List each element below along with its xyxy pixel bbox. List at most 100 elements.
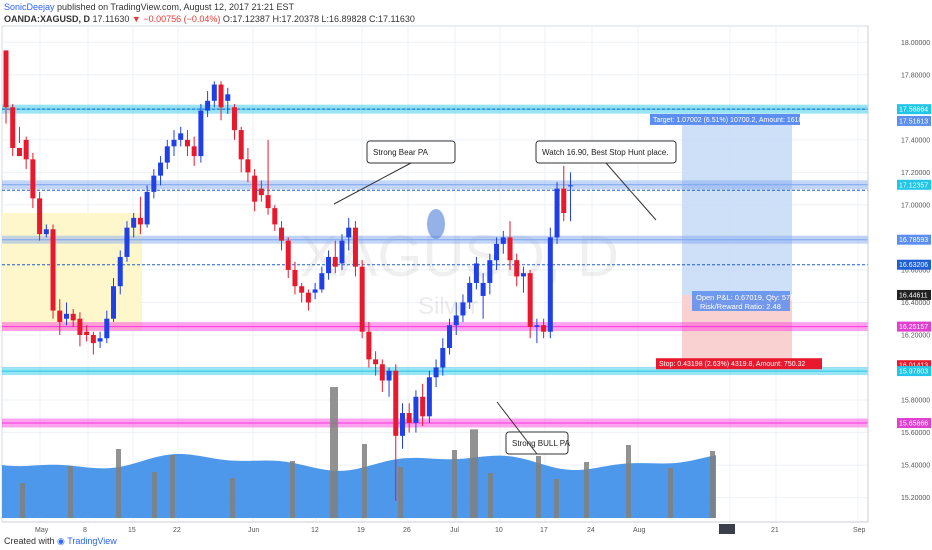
candle-up [339,240,345,264]
candle-up [144,191,150,225]
publisher-link[interactable]: SonicDeejay [4,2,55,12]
candle-down [252,175,258,202]
tradingview-brand[interactable]: TradingView [67,536,117,546]
candle-up [500,237,506,244]
bull-callout-pointer [496,401,538,455]
volume-bar [536,456,541,518]
time-tick: 19 [357,527,365,534]
candle-up [440,347,446,368]
price-tag-bg [897,234,931,245]
candle-down [90,334,96,344]
price-tick: 17.00000 [901,202,930,209]
volume-bar [668,468,673,518]
candle-down [258,188,264,196]
target-label: Target: 1.07002 (6.51%) 10700.2, Amount:… [653,117,812,124]
price-tick: 16.20000 [901,332,930,339]
candle-down [70,313,76,321]
candle-up [131,217,137,228]
volume-bar [584,462,589,518]
ohlc-values: O:17.12387 H:17.20378 L:16.89828 C:17.11… [222,14,415,24]
time-tick: 24 [587,527,595,534]
volume-bar [398,467,403,518]
candle-down [292,269,298,287]
candle-up [386,370,392,381]
time-tick: 12 [311,527,319,534]
candle-up [171,139,177,147]
price-tag: 15.65866 [899,421,928,428]
candle-up [567,185,573,187]
candle-up [124,227,130,257]
candle-down [23,139,29,160]
time-tick: 22 [173,527,181,534]
price-tick: 15.80000 [901,398,930,405]
candle-up [426,377,432,417]
price-tag: 17.12357 [899,182,928,189]
target-label-bg [650,113,800,125]
candle-down [16,147,22,157]
candle-down [137,217,143,225]
price-tick: 17.80000 [901,72,930,79]
candle-up [547,237,553,332]
candle-down [285,240,291,270]
candle-up [494,243,500,261]
price-axis[interactable]: 18.0000017.8000017.6000017.4000017.20000… [867,26,931,522]
price-change: ▼ −0.00756 (−0.04%) [131,14,221,24]
price-tick: 15.20000 [901,495,930,502]
candle-down [30,159,36,199]
candle-down [218,84,224,108]
candle-up [554,188,560,238]
candle-up [473,263,479,283]
time-tick: 26 [403,527,411,534]
footer: Created with ◉ TradingView [4,536,117,547]
candle-down [10,107,16,148]
stop-label: Stop: 0.43198 (2.63%) 4319.8, Amount: 75… [659,361,805,368]
volume-bar [626,445,631,518]
candle-down [184,139,190,147]
price-tag-bg [897,289,931,300]
candle-up [211,84,217,101]
candle-down [279,227,285,241]
candle-down [305,292,311,303]
candle-up [346,227,352,238]
bear-callout-text: Strong Bear PA [373,148,429,157]
volume-bar [152,472,157,518]
price-tag-bg [897,360,931,371]
symbol-line: OANDA:XAGUSD, D 17.11630 ▼ −0.00756 (−0.… [4,14,415,24]
candle-down [191,146,197,157]
price-tag-bg [897,366,931,377]
candle-up [225,94,231,101]
candle-down [352,227,358,267]
candle-up [534,325,540,327]
candle-up [111,286,117,319]
price-tick: 15.60000 [901,430,930,437]
volume-bar [488,473,493,518]
current-date-marker [719,524,735,534]
candle-up [198,110,204,157]
candle-down [366,331,372,360]
price-tag: 16.25157 [899,324,928,331]
volume-bar [170,455,175,518]
price-tag-bg [897,418,931,429]
candle-up [399,413,405,436]
bear-callout-pointer [333,162,412,205]
candle-up [43,229,49,235]
time-tick: 10 [495,527,503,534]
price-tag: 16.63206 [899,262,928,269]
time-axis[interactable]: May81522Jun121926Jul101724Aug1421Sep [2,521,868,534]
volume-layer [2,387,716,518]
candle-up [447,325,453,348]
candle-down [245,159,251,173]
time-tick: May [35,527,49,534]
tradingview-logo-icon: ◉ [57,536,65,546]
price-tag: 17.51613 [899,118,928,125]
published-text: published on TradingView.com, August 12,… [57,2,295,12]
stop-label-bg [656,358,822,370]
candle-down [57,310,63,322]
pnl-label: Open P&L: 0.67019, Qty: 578 [696,293,794,302]
time-tick: 8 [83,527,87,534]
candle-up [433,367,439,378]
candle-up [480,282,486,296]
price-tick: 18.00000 [901,40,930,47]
candle-down [50,229,56,311]
